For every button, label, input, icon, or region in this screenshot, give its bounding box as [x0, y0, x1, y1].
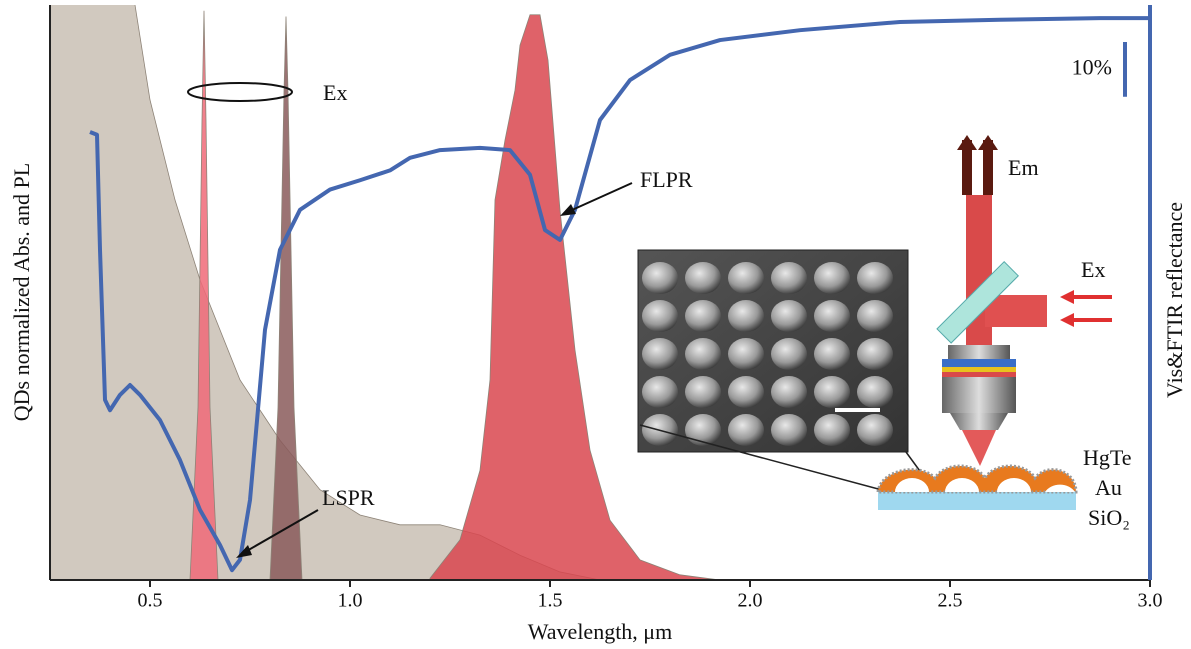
- inset-label: Au: [1095, 475, 1122, 500]
- x-tick-label: 1.0: [338, 590, 363, 612]
- connector: [639, 424, 883, 491]
- sem-dome: [771, 376, 807, 408]
- ex-arrow: [1060, 313, 1074, 327]
- arrow: [244, 509, 319, 553]
- inset-label: HgTe: [1083, 445, 1132, 470]
- plot-area: [50, 5, 1150, 580]
- substrate: [878, 492, 1076, 510]
- area-series: [269, 16, 303, 580]
- sem-dome: [685, 300, 721, 332]
- annotation: LSPR: [322, 485, 375, 510]
- x-axis-label: Wavelength, μm: [528, 619, 672, 644]
- sem-dome: [857, 338, 893, 370]
- annotation: FLPR: [640, 167, 693, 192]
- sem-dome: [814, 338, 850, 370]
- sem-dome: [642, 300, 678, 332]
- em-arrow: [983, 140, 993, 195]
- annotation: Ex: [323, 80, 347, 105]
- schematic: [876, 135, 1112, 510]
- objective: [942, 367, 1016, 372]
- inset-label: Em: [1008, 155, 1039, 180]
- sem-dome: [728, 338, 764, 370]
- objective: [950, 413, 1008, 430]
- y-axis-label: QDs normalized Abs. and PL: [9, 163, 34, 421]
- sem-dome: [642, 338, 678, 370]
- sem-dome: [728, 414, 764, 446]
- scale-bar-label: 10%: [1072, 54, 1112, 79]
- objective: [942, 372, 1016, 377]
- sem-dome: [642, 376, 678, 408]
- area-series: [429, 14, 721, 580]
- sem-dome: [771, 262, 807, 294]
- sem-dome: [771, 300, 807, 332]
- beam: [985, 295, 1047, 327]
- inset-label: Ex: [1081, 257, 1105, 282]
- area-series: [189, 10, 219, 580]
- em-arrow: [962, 140, 972, 195]
- sem-dome: [857, 414, 893, 446]
- sem-dome: [685, 414, 721, 446]
- ex-ellipse: [187, 82, 293, 102]
- sem-dome: [728, 376, 764, 408]
- y2-axis-label: Vis&FTIR reflectance: [1162, 202, 1187, 398]
- sem-dome: [771, 414, 807, 446]
- focus-cone: [962, 430, 996, 466]
- sem-dome: [685, 376, 721, 408]
- line-series: [89, 16, 1150, 573]
- inset-label: SiO₂: [1088, 505, 1130, 530]
- sem-dome: [814, 300, 850, 332]
- sem-dome: [728, 300, 764, 332]
- arrowhead: [560, 204, 576, 216]
- sem-dome: [814, 414, 850, 446]
- em-arrow: [978, 135, 998, 150]
- domes: [895, 478, 1075, 492]
- x-tick-label: 2.0: [738, 590, 763, 612]
- objective: [948, 345, 1010, 359]
- sem-dome: [857, 300, 893, 332]
- sem-dome: [685, 262, 721, 294]
- x-tick-label: 2.5: [938, 590, 963, 612]
- sem-dome: [771, 338, 807, 370]
- sem-dome: [857, 376, 893, 408]
- sem-dome: [814, 376, 850, 408]
- sem-dome: [685, 338, 721, 370]
- objective: [942, 359, 1016, 367]
- arrowhead: [236, 545, 252, 558]
- sem-dome: [642, 262, 678, 294]
- sem-dome: [728, 262, 764, 294]
- sem-dome: [857, 262, 893, 294]
- arrow: [571, 182, 633, 211]
- sem-dome: [814, 262, 850, 294]
- x-tick-label: 1.5: [538, 590, 563, 612]
- x-tick-label: 0.5: [138, 590, 163, 612]
- em-arrow: [957, 135, 977, 150]
- ex-arrow: [1060, 290, 1074, 304]
- objective: [942, 377, 1016, 413]
- x-tick-label: 3.0: [1138, 590, 1163, 612]
- mirror: [936, 260, 1020, 344]
